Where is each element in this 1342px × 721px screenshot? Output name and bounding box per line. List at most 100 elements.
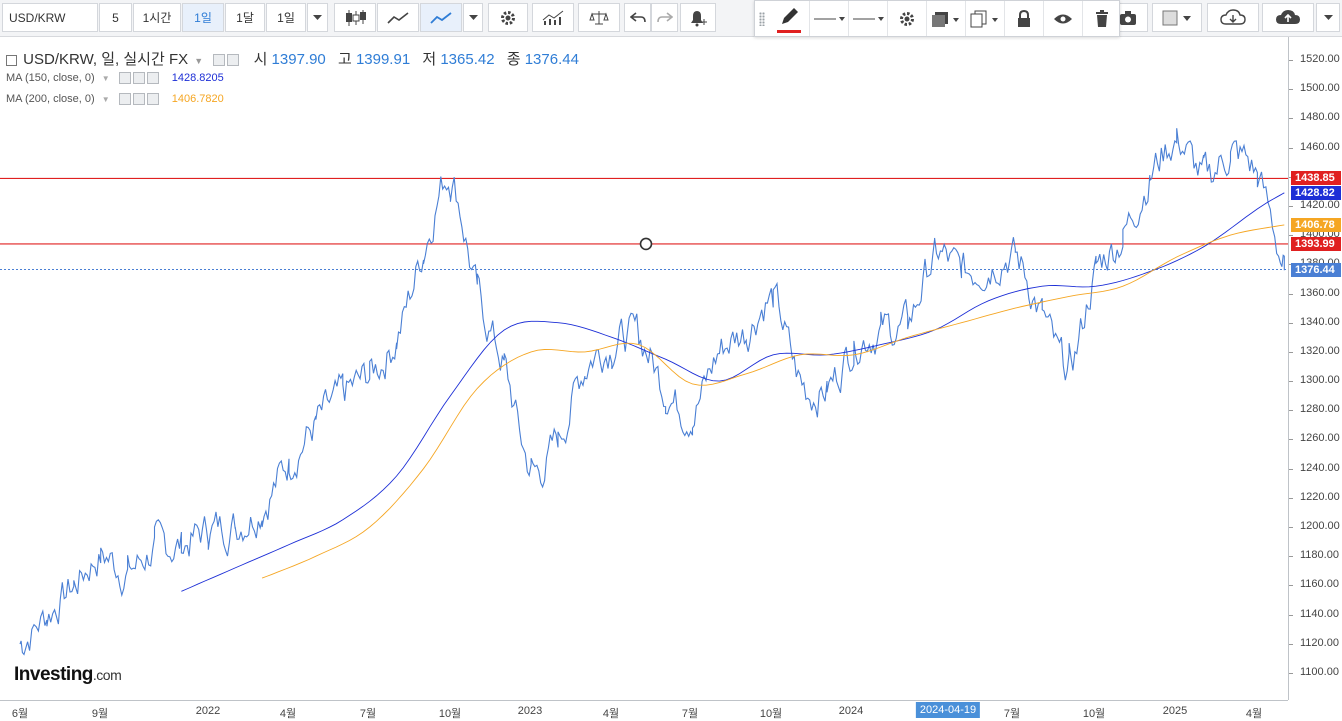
candles-button[interactable] — [334, 3, 376, 32]
y-tick-mark — [1289, 497, 1293, 499]
close-icon[interactable] — [146, 93, 159, 106]
y-tick-mark — [1289, 556, 1293, 558]
legend-ma150-row: MA (150, close, 0) ▼ 1428.8205 — [6, 72, 224, 85]
y-tick-label: 1220.00 — [1300, 490, 1340, 503]
y-tick-label: 1520.00 — [1300, 53, 1340, 65]
y-tick-label: 1480.00 — [1300, 111, 1340, 124]
x-tick-label: 2023 — [517, 705, 543, 717]
x-tick-label: 7월 — [1003, 708, 1021, 720]
interval-dropdown-button[interactable] — [307, 3, 328, 32]
y-tick-label: 1260.00 — [1300, 432, 1340, 445]
interval-1h-button[interactable]: 1시간 — [133, 3, 181, 32]
y-tick-mark — [1289, 147, 1293, 149]
x-tick-label: 2022 — [195, 705, 221, 717]
y-tick-mark — [1289, 468, 1293, 470]
eye-toggle-icon[interactable] — [118, 93, 131, 106]
background-color-button[interactable] — [1152, 3, 1202, 32]
arrange-dropdown[interactable] — [927, 1, 966, 36]
interval-1d-button[interactable]: 1일 — [182, 3, 224, 32]
x-tick-label: 6월 — [11, 708, 29, 720]
clone-dropdown[interactable] — [966, 1, 1005, 36]
line-style-icon — [814, 16, 845, 21]
drawing-settings-button[interactable] — [888, 1, 927, 36]
y-tick-label: 1100.00 — [1300, 666, 1339, 678]
legend-title: USD/KRW, 일, 실시간 FX — [23, 51, 189, 68]
price-axis[interactable] — [1289, 37, 1342, 700]
collapse-legend-icon[interactable] — [6, 54, 17, 66]
chart-type-dropdown[interactable] — [463, 3, 483, 32]
x-tick-label: 7월 — [681, 708, 699, 720]
y-tick-mark — [1289, 439, 1293, 441]
indicators-icon — [542, 10, 564, 25]
visibility-button[interactable] — [1044, 1, 1083, 36]
interval-input[interactable]: 5 — [99, 3, 132, 32]
y-tick-label: 1180.00 — [1300, 549, 1339, 562]
settings-toggle-icon[interactable] — [227, 54, 240, 67]
cloud-upload-icon — [1276, 9, 1300, 24]
drawing-toolbar — [754, 0, 1120, 37]
y-tick-label: 1360.00 — [1300, 286, 1340, 299]
camera-icon — [1120, 10, 1136, 25]
compare-button[interactable] — [578, 3, 620, 32]
area-chart-button[interactable] — [377, 3, 419, 32]
price-chart[interactable] — [0, 37, 1288, 700]
ohlc-high: 고 1399.91 — [337, 51, 411, 68]
chevron-down-icon — [1323, 14, 1333, 20]
x-tick-label: 9월 — [91, 708, 109, 720]
y-tick-mark — [1289, 118, 1293, 120]
y-tick-mark — [1289, 235, 1293, 237]
interval-custom-button[interactable]: 1일 — [266, 3, 306, 32]
indicators-button[interactable] — [532, 3, 574, 32]
pen-color-button[interactable] — [769, 1, 810, 36]
y-tick-label: 1500.00 — [1300, 82, 1340, 95]
line-style-dropdown[interactable] — [810, 1, 849, 36]
interval-1m-button[interactable]: 1달 — [225, 3, 265, 32]
y-tick-mark — [1289, 585, 1293, 587]
delete-button[interactable] — [1083, 1, 1120, 36]
last-price-tag: 1376.44 — [1291, 262, 1341, 277]
cloud-download-button[interactable] — [1207, 3, 1259, 32]
line-width-dropdown[interactable] — [849, 1, 888, 36]
x-tick-label: 2024 — [838, 705, 864, 717]
y-tick-label: 1160.00 — [1300, 578, 1339, 591]
chart-plot-area[interactable] — [0, 37, 1289, 700]
y-tick-mark — [1289, 527, 1293, 529]
settings-toggle-icon[interactable] — [132, 72, 145, 85]
pencil-icon — [777, 7, 801, 33]
line-chart-button[interactable] — [420, 3, 462, 32]
caret-down-icon[interactable]: ▼ — [101, 74, 110, 83]
ma200-series-line — [261, 224, 1285, 579]
ma200-label: MA (200, close, 0) — [6, 93, 95, 105]
hline-lower-price-tag: 1393.99 — [1291, 236, 1341, 251]
x-tick-label: 2025 — [1162, 705, 1188, 717]
redo-button[interactable] — [651, 3, 678, 32]
undo-button[interactable] — [624, 3, 651, 32]
caret-down-icon[interactable]: ▼ — [101, 95, 110, 104]
y-tick-mark — [1289, 293, 1293, 295]
y-tick-label: 1240.00 — [1300, 461, 1340, 474]
x-tick-label: 7월 — [359, 708, 377, 720]
lock-button[interactable] — [1005, 1, 1044, 36]
hline-upper-price-tag: 1438.85 — [1291, 171, 1341, 186]
eye-toggle-icon[interactable] — [213, 54, 226, 67]
x-tick-label: 4월 — [279, 708, 297, 720]
x-tick-label: 10월 — [1082, 708, 1106, 720]
toolbar-more-button[interactable] — [1316, 3, 1340, 32]
alert-button[interactable] — [680, 3, 716, 32]
eye-toggle-icon[interactable] — [118, 72, 131, 85]
y-tick-label: 1320.00 — [1300, 344, 1340, 357]
time-axis[interactable] — [0, 700, 1288, 719]
trash-icon — [1095, 9, 1108, 27]
caret-down-icon[interactable]: ▼ — [194, 56, 204, 66]
y-tick-label: 1200.00 — [1300, 520, 1340, 533]
settings-button[interactable] — [488, 3, 528, 32]
y-tick-mark — [1289, 322, 1293, 324]
symbol-input[interactable]: USD/KRW — [2, 3, 98, 32]
close-icon[interactable] — [146, 72, 159, 85]
chevron-down-icon — [313, 14, 322, 20]
settings-toggle-icon[interactable] — [132, 93, 145, 106]
cloud-upload-button[interactable] — [1262, 3, 1314, 32]
ohlc-open: 시 1397.90 — [253, 51, 326, 68]
price-series-line — [19, 128, 1285, 656]
drag-handle[interactable] — [759, 12, 765, 26]
